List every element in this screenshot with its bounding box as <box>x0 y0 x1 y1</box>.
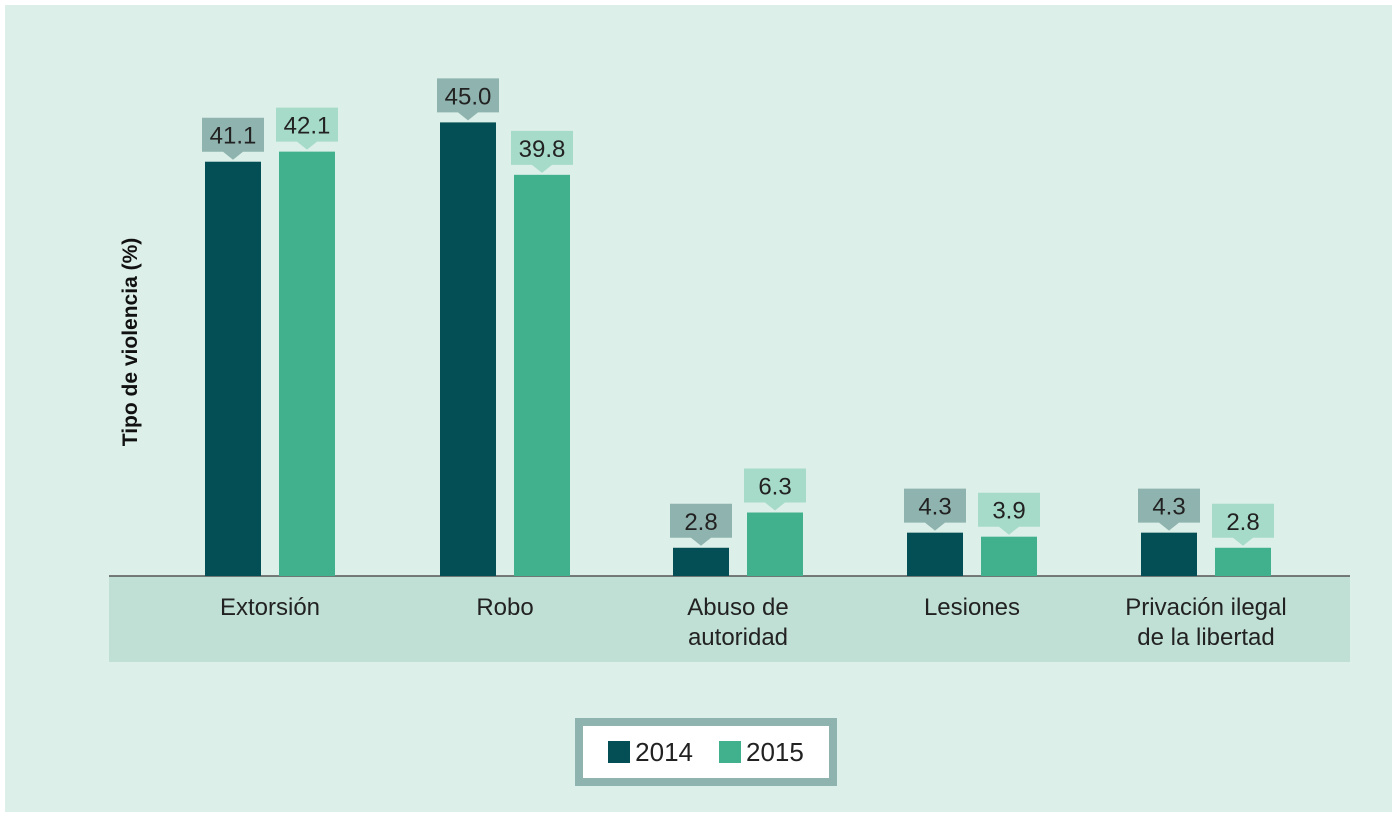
bar-2014 <box>440 122 496 577</box>
legend: 2014 2015 <box>575 718 837 786</box>
data-label: 4.3 <box>1152 494 1185 521</box>
y-axis-title: Tipo de violencia (%) <box>119 238 142 446</box>
bar-2015 <box>981 536 1037 576</box>
category-label: Robo <box>476 594 533 621</box>
chart-marks: Extorsión Robo Abuso de autoridad Lesiones Pr… <box>202 78 1287 651</box>
data-label: 2.8 <box>684 509 717 536</box>
data-label: 41.1 <box>210 123 257 150</box>
data-label: 3.9 <box>992 498 1025 525</box>
bar-2014 <box>205 161 261 576</box>
bar-chart: Tipo de violencia (%) Extorsión Robo Abuso… <box>109 78 1350 662</box>
legend-label-2014: 2014 <box>635 736 693 767</box>
data-label-callout <box>202 117 264 160</box>
legend-item-2014: 2014 <box>608 737 693 768</box>
data-label-callout <box>670 503 732 546</box>
legend-swatch-2015 <box>719 741 741 763</box>
legend-item-2015: 2015 <box>719 737 804 768</box>
data-label-callout <box>744 468 806 511</box>
bar-2015 <box>747 512 803 576</box>
data-label-callout <box>978 492 1040 535</box>
data-label-callout <box>904 488 966 531</box>
data-label-callout <box>437 78 499 121</box>
legend-swatch-2014 <box>608 741 631 763</box>
legend-label-2015: 2015 <box>746 736 804 767</box>
category-label: Abuso de autoridad <box>687 594 788 651</box>
bar-2014 <box>907 532 963 576</box>
category-label: Lesiones <box>924 594 1020 621</box>
data-label: 4.3 <box>918 494 951 521</box>
bar-2015 <box>279 151 335 576</box>
data-label-callout <box>1212 503 1274 546</box>
data-label: 42.1 <box>284 113 331 140</box>
bar-2015 <box>514 174 570 577</box>
data-label: 2.8 <box>1226 509 1259 536</box>
chart-frame: Tipo de violencia (%) Extorsión Robo Abuso… <box>5 5 1392 812</box>
data-label: 6.3 <box>758 473 791 500</box>
data-label-callout <box>511 130 573 173</box>
category-band <box>109 576 1350 662</box>
data-label-callout <box>1138 488 1200 531</box>
data-label: 39.8 <box>519 136 566 163</box>
category-label: Privación ilegal de la libertad <box>1125 594 1286 651</box>
bar-2014 <box>673 547 729 576</box>
data-label-callout <box>276 107 338 150</box>
bar-2015 <box>1215 547 1271 576</box>
data-label: 45.0 <box>445 83 492 110</box>
bar-2014 <box>1141 532 1197 576</box>
category-label: Extorsión <box>220 594 320 621</box>
